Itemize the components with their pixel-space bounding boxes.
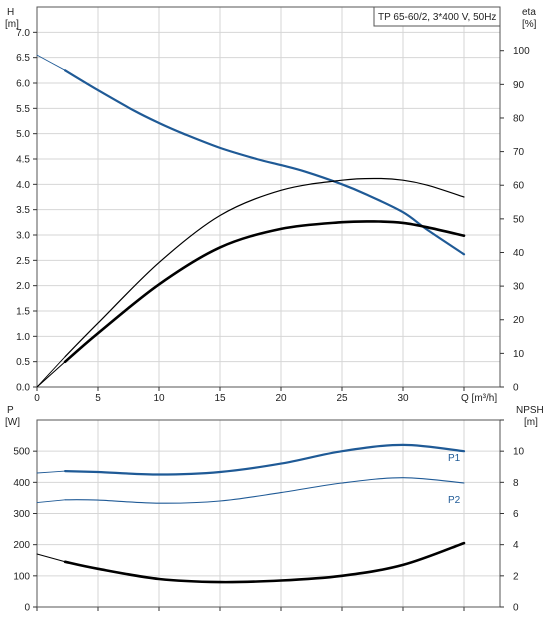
right-tick-label: 50 — [513, 214, 525, 225]
head-efficiency-panel: 0.0 0.5 1.0 1.5 2.0 2.5 3.0 3.5 4.0 4.5 5.0 5.5 6.0 6… — [5, 6, 537, 404]
right-tick-label: 100 — [513, 46, 530, 57]
left-tick-label: 0.0 — [16, 383, 30, 394]
left-tick-label: 0 — [24, 603, 30, 614]
npsh-axis-label: NPSH — [516, 405, 544, 416]
series-p1-extension — [36, 470, 66, 474]
right-tick-label: 20 — [513, 315, 525, 326]
x-tick-label: 10 — [153, 393, 165, 404]
left-tick-label: 5.0 — [16, 129, 30, 140]
title-box — [373, 6, 501, 27]
series-p2-extension — [36, 499, 66, 504]
npsh-axis-unit: [m] — [524, 417, 538, 428]
series-0-0-line — [63, 69, 466, 256]
head-axis-ticks: 0.0 0.5 1.0 1.5 2.0 2.5 3.0 3.5 4.0 4.5 5.0 5.5 6.0 6… — [16, 28, 37, 394]
npsh-axis-ticks: 0 2 4 6 8 10 — [500, 419, 525, 614]
left-tick-label: 2.0 — [16, 281, 30, 292]
series-0-1-line — [64, 177, 465, 358]
right-tick-label: 90 — [513, 80, 525, 91]
x-tick-label: 0 — [34, 393, 40, 404]
left-tick-label: 6.5 — [16, 53, 30, 64]
head-axis-unit: [m] — [5, 19, 19, 30]
series-0-0-extension — [36, 54, 66, 71]
series-label-p2: P2 — [448, 495, 461, 506]
eta-axis-unit: [%] — [522, 19, 537, 30]
series-p1-line — [63, 443, 466, 476]
x-tick-label: 25 — [336, 393, 348, 404]
right-tick-label: 8 — [513, 478, 519, 489]
right-tick-label: 30 — [513, 282, 525, 293]
left-tick-label: 300 — [13, 509, 30, 520]
right-tick-label: 2 — [513, 571, 519, 582]
right-tick-label: 4 — [513, 540, 519, 551]
left-tick-label: 7.0 — [16, 28, 30, 39]
series-p2-line — [64, 477, 465, 504]
left-tick-label: 1.0 — [16, 332, 30, 343]
right-tick-label: 0 — [513, 603, 519, 614]
series-label-p1: P1 — [448, 453, 461, 464]
series-0-2-line — [63, 220, 466, 364]
eta-axis-label: eta — [522, 7, 536, 18]
x-tick-label: 30 — [397, 393, 409, 404]
series-1-2-line — [63, 541, 466, 584]
flow-axis-ticks: 0 5 10 15 20 25 30 Q [m³/h] — [34, 387, 497, 404]
x-tick-label: Q [m³/h] — [461, 393, 497, 404]
right-tick-label: 40 — [513, 248, 525, 259]
eta-axis-ticks: 0 10 20 30 40 50 60 70 80 90 100 — [500, 46, 530, 394]
x-tick-label: 15 — [214, 393, 226, 404]
right-tick-label: 10 — [513, 349, 525, 360]
left-tick-label: 3.5 — [16, 205, 30, 216]
left-tick-label: 0.5 — [16, 357, 30, 368]
head-axis-label: H — [7, 7, 14, 18]
top-series-group — [36, 54, 466, 388]
right-tick-label: 70 — [513, 147, 525, 158]
left-tick-label: 100 — [13, 571, 30, 582]
x-tick-label: 5 — [95, 393, 101, 404]
bottom-series-group — [36, 443, 466, 584]
top-grid — [37, 7, 500, 387]
left-tick-label: 400 — [13, 478, 30, 489]
right-tick-label: 0 — [513, 383, 519, 394]
right-tick-label: 10 — [513, 447, 525, 458]
power-axis-ticks: 0 100 200 300 400 500 — [13, 447, 37, 614]
left-tick-label: 3.0 — [16, 231, 30, 242]
top-plot-frame — [36, 6, 501, 388]
chart-title: TP 65-60/2, 3*400 V, 50Hz — [378, 12, 496, 23]
right-tick-label: 6 — [513, 509, 519, 520]
left-tick-label: 6.0 — [16, 79, 30, 90]
left-tick-label: 4.5 — [16, 155, 30, 166]
left-tick-label: 1.5 — [16, 307, 30, 318]
series-0-2-extension — [36, 361, 66, 388]
left-tick-label: 4.0 — [16, 180, 30, 191]
left-tick-label: 200 — [13, 540, 30, 551]
left-tick-label: 5.5 — [16, 104, 30, 115]
power-axis-label: P — [7, 405, 14, 416]
right-tick-label: 60 — [513, 181, 525, 192]
series-1-2-extension — [36, 553, 66, 563]
left-tick-label: 500 — [13, 447, 30, 458]
right-tick-label: 80 — [513, 113, 525, 124]
power-axis-unit: [W] — [5, 417, 20, 428]
left-tick-label: 2.5 — [16, 256, 30, 267]
x-tick-label: 20 — [275, 393, 287, 404]
